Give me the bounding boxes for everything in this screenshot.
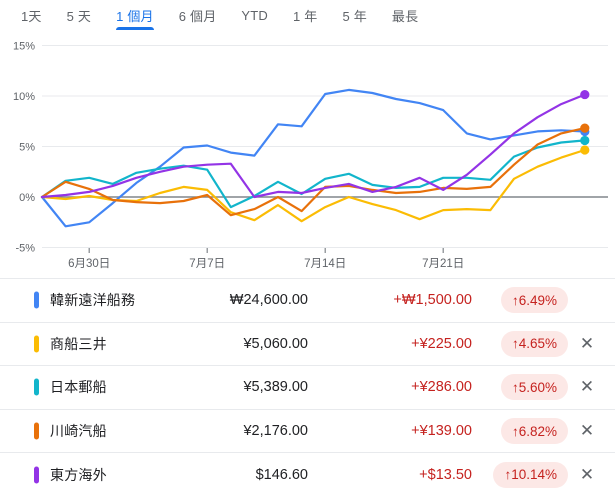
tab-3[interactable]: 1 個月 bbox=[116, 0, 154, 30]
stock-change: +¥286.00 bbox=[411, 379, 472, 396]
series-line-3 bbox=[40, 126, 586, 217]
tab-4[interactable]: 6 個月 bbox=[178, 8, 217, 24]
percent-change-badge: ↑6.82% bbox=[500, 418, 568, 445]
tab-8[interactable]: 最長 bbox=[391, 8, 419, 24]
series-endpoint-dot-2 bbox=[580, 135, 590, 146]
series-color-marker bbox=[34, 335, 39, 353]
tab-5[interactable]: YTD bbox=[241, 7, 269, 23]
remove-stock-button[interactable]: ✕ bbox=[579, 464, 595, 484]
stock-change: +¥225.00 bbox=[411, 335, 472, 352]
stock-price: $146.60 bbox=[255, 466, 308, 483]
watchlist-row-3[interactable]: 日本郵船 ¥5,389.00 +¥286.00 ↑5.60% ✕ bbox=[0, 365, 615, 409]
y-axis-label: 0% bbox=[19, 192, 35, 204]
y-axis-label: 5% bbox=[19, 142, 35, 154]
series-line-2 bbox=[40, 139, 586, 209]
tab-6[interactable]: 1 年 bbox=[293, 8, 318, 24]
x-axis-label: 6月30日 bbox=[68, 258, 110, 270]
stock-price: ₩24,600.00 bbox=[229, 292, 308, 309]
x-axis-label: 7月7日 bbox=[189, 258, 225, 270]
series-color-marker bbox=[34, 422, 39, 440]
time-range-tabbar: 1天 5 天 1 個月 6 個月 YTD 1 年 5 年 最長 bbox=[0, 0, 615, 30]
stock-name: 東方海外 bbox=[50, 466, 107, 483]
tab-7[interactable]: 5 年 bbox=[342, 8, 367, 24]
stock-price: ¥5,060.00 bbox=[243, 335, 308, 352]
series-endpoint-dot-1 bbox=[580, 145, 590, 155]
percent-change-badge: ↑10.14% bbox=[493, 461, 568, 488]
series-endpoint-dot-4 bbox=[580, 89, 590, 100]
percent-change-badge: ↑4.65% bbox=[500, 330, 568, 357]
watchlist: 韓新遠洋船務 ₩24,600.00 +₩1,500.00 ↑6.49% 商船三井 ¥5,0… bbox=[0, 278, 615, 496]
remove-stock-button[interactable]: ✕ bbox=[579, 333, 595, 353]
stock-price: ¥2,176.00 bbox=[243, 423, 308, 440]
stock-price: ¥5,389.00 bbox=[243, 379, 308, 396]
series-line-4 bbox=[40, 93, 586, 199]
remove-stock-button[interactable]: ✕ bbox=[579, 421, 595, 441]
series-color-marker bbox=[34, 291, 39, 309]
stock-name: 韓新遠洋船務 bbox=[50, 292, 136, 309]
watchlist-row-2[interactable]: 商船三井 ¥5,060.00 +¥225.00 ↑4.65% ✕ bbox=[0, 321, 615, 366]
stock-change: +₩1,500.00 bbox=[393, 292, 472, 309]
x-axis-label: 7月21日 bbox=[422, 258, 464, 270]
stock-change: +¥139.00 bbox=[411, 423, 472, 440]
chart-canvas: 15% 10% 5% 0% -5% 6月30日 7月7日 7月14日 7月21日 bbox=[13, 41, 608, 270]
stock-name: 日本郵船 bbox=[50, 379, 107, 396]
watchlist-row-1[interactable]: 韓新遠洋船務 ₩24,600.00 +₩1,500.00 ↑6.49% bbox=[0, 278, 615, 322]
y-axis-label: 10% bbox=[13, 91, 35, 103]
tab-1[interactable]: 1天 bbox=[21, 8, 42, 24]
comparison-chart[interactable]: 15% 10% 5% 0% -5% 6月30日 7月7日 7月14日 7月21日 bbox=[0, 30, 615, 278]
watchlist-row-4[interactable]: 川崎汽船 ¥2,176.00 +¥139.00 ↑6.82% ✕ bbox=[0, 408, 615, 453]
percent-change-badge: ↑5.60% bbox=[500, 374, 568, 401]
y-axis-label: -5% bbox=[15, 243, 35, 255]
x-axis-label: 7月14日 bbox=[304, 258, 346, 270]
y-axis-label: 15% bbox=[13, 41, 35, 53]
remove-stock-button[interactable]: ✕ bbox=[579, 377, 595, 397]
percent-change-badge: ↑6.49% bbox=[500, 287, 568, 314]
watchlist-row-5[interactable]: 東方海外 $146.60 +$13.50 ↑10.14% ✕ bbox=[0, 452, 615, 496]
stock-name: 川崎汽船 bbox=[50, 423, 107, 440]
series-color-marker bbox=[34, 378, 39, 396]
series-color-marker bbox=[34, 466, 39, 484]
stock-change: +$13.50 bbox=[419, 466, 472, 483]
series-endpoint-dot-3 bbox=[580, 123, 590, 133]
series-line-0 bbox=[40, 88, 586, 228]
tab-2[interactable]: 5 天 bbox=[66, 8, 92, 24]
stock-name: 商船三井 bbox=[50, 335, 107, 352]
